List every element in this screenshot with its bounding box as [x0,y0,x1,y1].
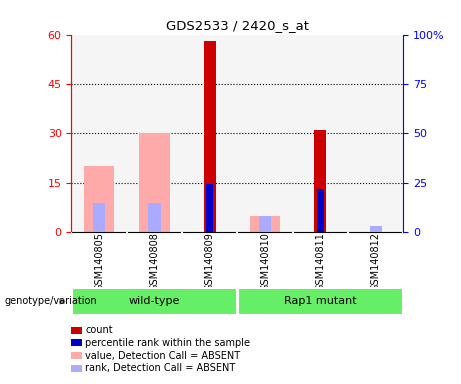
Text: Rap1 mutant: Rap1 mutant [284,296,357,306]
Text: GSM140811: GSM140811 [315,232,325,291]
Title: GDS2533 / 2420_s_at: GDS2533 / 2420_s_at [166,19,309,32]
Text: rank, Detection Call = ABSENT: rank, Detection Call = ABSENT [85,363,236,373]
Bar [370,227,382,232]
Bar [317,189,324,232]
Bar [84,166,114,232]
Text: percentile rank within the sample: percentile rank within the sample [85,338,250,348]
Bar [72,288,237,315]
Text: wild-type: wild-type [129,296,180,306]
Bar [148,203,160,232]
Text: genotype/variation: genotype/variation [5,296,97,306]
Text: GSM140812: GSM140812 [371,232,381,291]
Bar [206,184,213,232]
Text: count: count [85,325,113,335]
Text: GSM140810: GSM140810 [260,232,270,291]
Bar [238,288,403,315]
Bar [204,41,216,232]
Bar [93,203,105,232]
Bar [259,217,271,232]
Text: GSM140808: GSM140808 [149,232,160,291]
Text: GSM140805: GSM140805 [94,232,104,291]
Bar [250,216,280,232]
Text: GSM140809: GSM140809 [205,232,215,291]
Bar [139,134,170,232]
Bar [314,130,326,232]
Text: value, Detection Call = ABSENT: value, Detection Call = ABSENT [85,351,240,361]
